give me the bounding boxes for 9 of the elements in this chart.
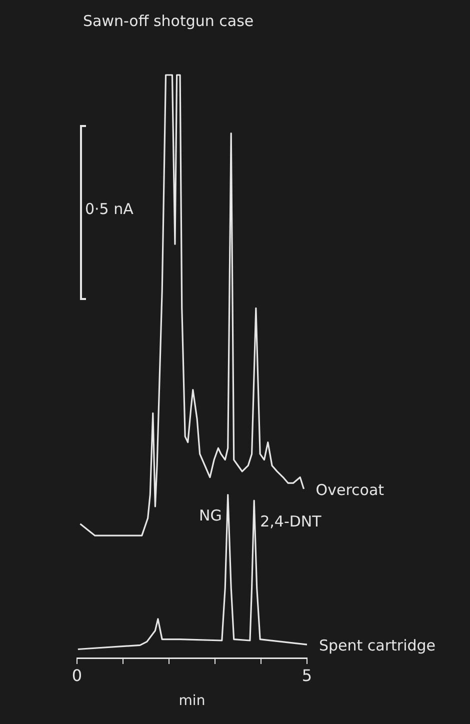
x-tick-label: 5 bbox=[302, 666, 312, 685]
chart-title: Sawn-off shotgun case bbox=[83, 12, 254, 30]
annotation: 2,4-DNT bbox=[260, 512, 322, 530]
series-label: Overcoat bbox=[316, 480, 384, 499]
series-label: Spent cartridge bbox=[319, 636, 436, 654]
x-axis-title: min bbox=[178, 693, 206, 710]
annotation: NG bbox=[199, 506, 222, 525]
annotation: 0·5 nA bbox=[85, 200, 134, 218]
x-tick-label: 0 bbox=[72, 666, 82, 685]
